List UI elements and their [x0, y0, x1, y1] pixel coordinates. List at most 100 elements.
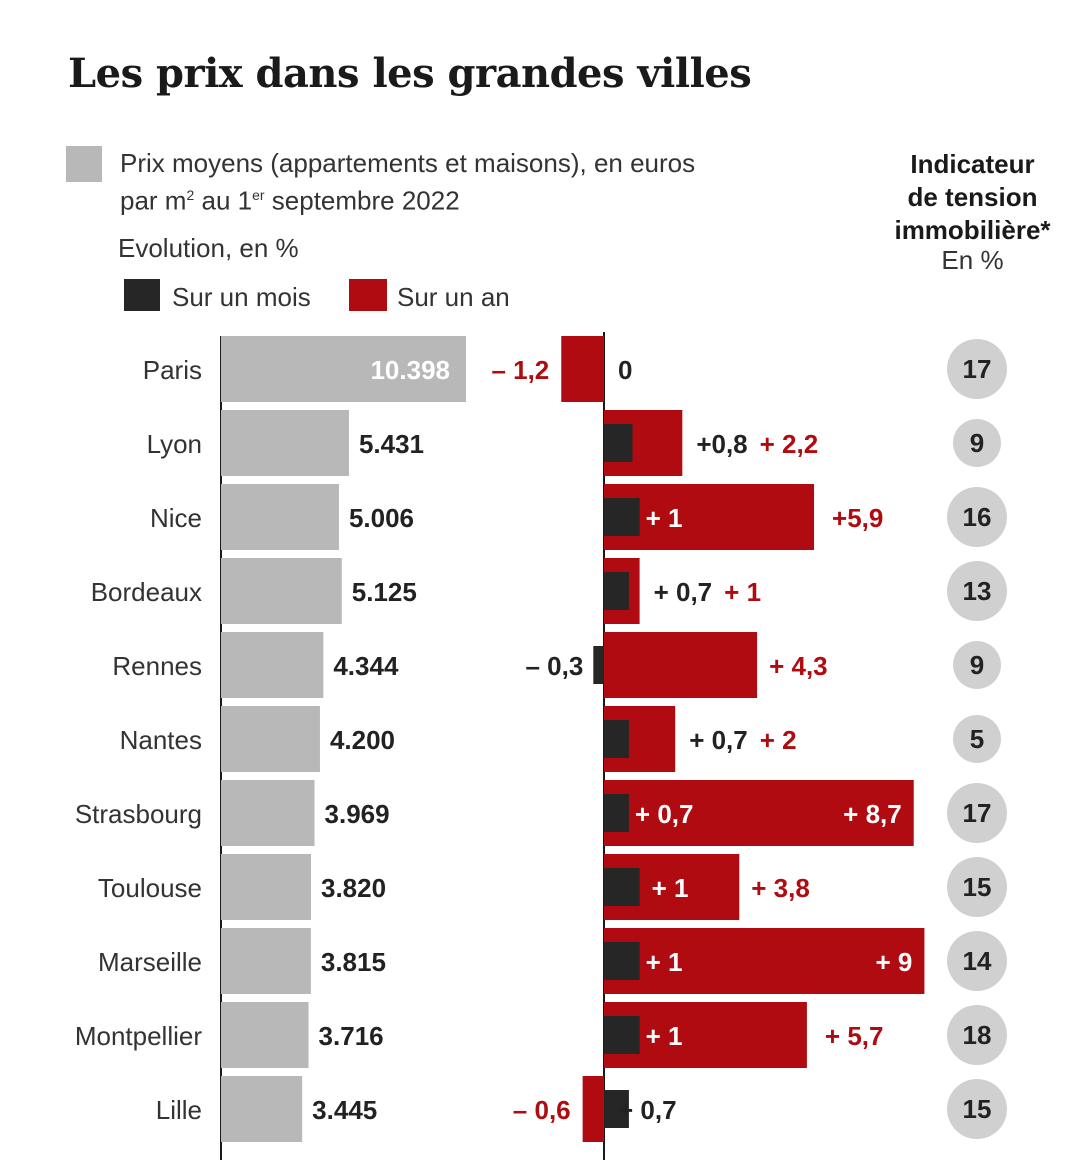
- city-label: Nantes: [120, 725, 202, 755]
- month-value-label: + 1: [652, 873, 689, 903]
- year-value-label: + 5,7: [825, 1021, 884, 1051]
- price-value-label: 4.200: [330, 725, 395, 755]
- tension-circle: [953, 715, 1001, 763]
- city-label: Montpellier: [75, 1021, 203, 1051]
- year-value-label: + 8,7: [843, 799, 902, 829]
- tension-value-label: 17: [963, 354, 992, 384]
- month-value-label: +0,8: [696, 429, 747, 459]
- city-label: Bordeaux: [91, 577, 202, 607]
- month-value-label: + 1: [646, 503, 683, 533]
- city-label: Rennes: [112, 651, 202, 681]
- price-bar-nantes: [221, 706, 320, 772]
- month-bar-nice: [604, 498, 640, 536]
- price-value-label: 4.344: [333, 651, 399, 681]
- price-value-label: 5.125: [352, 577, 417, 607]
- price-legend-line2: par m2 au 1er septembre 2022: [120, 179, 460, 218]
- year-bar-paris: [561, 336, 604, 402]
- tension-circle: [947, 487, 1007, 547]
- price-legend-swatch: [66, 146, 102, 182]
- city-label: Lyon: [147, 429, 202, 459]
- tension-value-label: 15: [963, 872, 992, 902]
- price-bar-toulouse: [221, 854, 312, 920]
- year-legend-swatch: [349, 279, 387, 311]
- year-legend-label: Sur un an: [397, 282, 510, 312]
- month-value-label: + 0,7: [635, 799, 694, 829]
- tension-circle: [947, 1005, 1007, 1065]
- price-bar-lyon: [221, 410, 349, 476]
- tension-value-label: 9: [970, 650, 984, 680]
- city-label: Toulouse: [98, 873, 202, 903]
- price-value-label: 5.006: [349, 503, 414, 533]
- tension-circle: [947, 1079, 1007, 1139]
- price-bar-bordeaux: [221, 558, 342, 624]
- price-bar-lille: [221, 1076, 303, 1142]
- month-bar-lille: [604, 1090, 629, 1128]
- evolution-label: Evolution, en %: [118, 233, 299, 263]
- month-bar-toulouse: [604, 868, 640, 906]
- month-value-label: 0: [618, 355, 632, 385]
- month-value-label: + 0,7: [689, 725, 748, 755]
- year-value-label: + 3,8: [751, 873, 810, 903]
- tension-value-label: 9: [970, 428, 984, 458]
- price-legend-pre: par m: [120, 185, 187, 216]
- tension-circle: [953, 419, 1001, 467]
- month-value-label: + 1: [646, 1021, 683, 1051]
- city-label: Strasbourg: [75, 799, 202, 829]
- month-legend-label: Sur un mois: [172, 282, 311, 312]
- year-bar-strasbourg: [604, 780, 914, 846]
- month-bar-montpellier: [604, 1016, 640, 1054]
- year-value-label: +5,9: [832, 503, 883, 533]
- city-label: Marseille: [98, 947, 202, 977]
- tension-value-label: 18: [963, 1020, 992, 1050]
- month-value-label: + 0,7: [618, 1095, 677, 1125]
- tension-value-label: 5: [970, 724, 984, 754]
- year-bar-lille: [582, 1076, 604, 1142]
- price-value-label: 3.716: [319, 1021, 384, 1051]
- month-bar-strasbourg: [604, 794, 629, 832]
- year-value-label: + 9: [876, 947, 913, 977]
- price-bar-paris: [221, 336, 466, 402]
- month-bar-bordeaux: [604, 572, 629, 610]
- price-legend-post: septembre 2022: [264, 185, 460, 216]
- year-bar-rennes: [604, 632, 758, 698]
- price-legend-sup1: 2: [186, 187, 195, 203]
- price-value-label: 3.815: [321, 947, 386, 977]
- tension-heading-line3: immobilière*: [894, 215, 1051, 245]
- price-bar-rennes: [221, 632, 324, 698]
- year-value-label: + 4,3: [769, 651, 828, 681]
- month-value-label: – 0,3: [525, 651, 583, 681]
- tension-value-label: 16: [963, 502, 992, 532]
- tension-unit: En %: [941, 245, 1004, 275]
- price-value-label: 3.445: [312, 1095, 377, 1125]
- tension-value-label: 15: [963, 1094, 992, 1124]
- price-legend-mid: au 1: [194, 185, 253, 216]
- price-bar-montpellier: [221, 1002, 309, 1068]
- price-bar-strasbourg: [221, 780, 315, 846]
- month-bar-nantes: [604, 720, 629, 758]
- tension-value-label: 13: [963, 576, 992, 606]
- year-value-label: + 2,2: [760, 429, 819, 459]
- price-value-label: 3.820: [321, 873, 386, 903]
- month-value-label: + 0,7: [654, 577, 713, 607]
- month-bar-rennes: [593, 646, 604, 684]
- city-label: Nice: [150, 503, 202, 533]
- tension-circle: [947, 857, 1007, 917]
- price-value-label: 5.431: [359, 429, 424, 459]
- price-legend-sup2: er: [252, 187, 265, 203]
- month-bar-marseille: [604, 942, 640, 980]
- city-label: Lille: [156, 1095, 202, 1125]
- tension-heading-line2: de tension: [907, 182, 1038, 212]
- year-value-label: + 2: [760, 725, 797, 755]
- month-bar-lyon: [604, 424, 633, 462]
- price-value-label: 10.398: [370, 355, 450, 385]
- tension-value-label: 17: [963, 798, 992, 828]
- tension-circle: [947, 561, 1007, 621]
- tension-heading: Indicateur de tension immobilière*: [880, 148, 1065, 247]
- tension-value-label: 14: [963, 946, 992, 976]
- year-value-label: – 0,6: [513, 1095, 571, 1125]
- year-value-label: + 1: [724, 577, 761, 607]
- month-legend-swatch: [124, 279, 160, 311]
- tension-circle: [947, 339, 1007, 399]
- city-label: Paris: [143, 355, 202, 385]
